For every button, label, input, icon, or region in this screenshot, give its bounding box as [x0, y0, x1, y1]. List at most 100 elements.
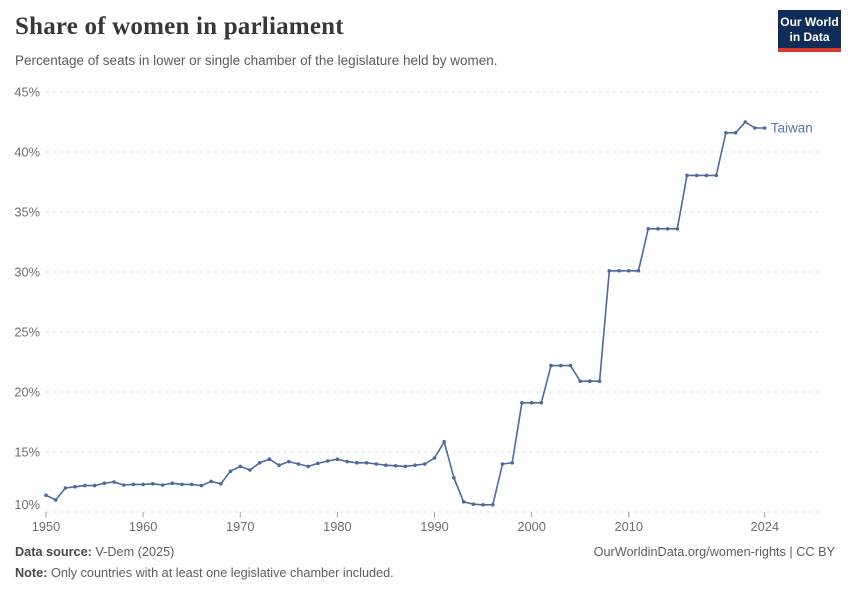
data-point	[121, 483, 126, 487]
series-label-taiwan: Taiwan	[771, 121, 813, 136]
data-point	[209, 479, 213, 484]
x-axis-tick-label: 1970	[226, 519, 254, 534]
data-point	[578, 379, 582, 384]
data-point	[102, 481, 107, 486]
data-point	[355, 461, 359, 465]
owid-logo-line2: in Data	[789, 29, 830, 44]
note-value: Only countries with at least one legisla…	[47, 566, 394, 580]
data-source-label: Data source:	[15, 545, 92, 559]
data-point	[733, 131, 738, 135]
chart-footer: Data source: V-Dem (2025) OurWorldinData…	[15, 545, 835, 580]
data-point	[238, 464, 243, 469]
data-point	[694, 173, 699, 178]
data-point	[529, 401, 534, 405]
data-point	[73, 485, 77, 489]
x-axis-tick-label: 2024	[750, 519, 778, 534]
data-point	[267, 457, 272, 462]
data-point	[704, 173, 709, 178]
data-point	[432, 456, 437, 460]
data-point	[500, 462, 505, 466]
data-point	[481, 503, 485, 507]
data-point	[714, 173, 718, 178]
data-point	[617, 269, 621, 273]
data-point	[403, 464, 408, 469]
data-source-text: Data source: V-Dem (2025)	[15, 545, 174, 559]
y-axis-tick-label: 30%	[14, 265, 40, 280]
data-point	[724, 131, 728, 135]
data-point	[627, 269, 631, 273]
data-point	[539, 401, 544, 405]
data-point	[287, 459, 291, 464]
data-point	[141, 482, 145, 487]
data-point	[753, 126, 757, 130]
data-point	[510, 461, 514, 465]
data-point	[364, 461, 369, 465]
data-point	[452, 476, 456, 480]
x-axis-tick-label: 1990	[420, 519, 448, 534]
data-point	[646, 227, 650, 231]
data-point	[413, 463, 417, 468]
data-point	[335, 457, 340, 462]
data-point	[151, 482, 155, 486]
data-point	[471, 502, 476, 507]
data-point	[607, 269, 612, 273]
data-point	[63, 486, 68, 490]
data-point	[559, 363, 563, 368]
data-point	[549, 363, 553, 368]
data-point	[44, 493, 48, 498]
data-point	[248, 468, 252, 472]
data-point	[384, 463, 388, 468]
data-point	[520, 401, 524, 405]
data-point	[461, 500, 466, 504]
data-point	[374, 462, 379, 466]
data-point	[306, 464, 311, 469]
owid-logo-line1: Our World	[780, 15, 839, 29]
y-axis-tick-label: 40%	[14, 145, 40, 160]
data-point	[675, 227, 680, 231]
data-point	[257, 461, 262, 465]
data-point	[393, 464, 398, 468]
note-label: Note:	[15, 566, 48, 580]
data-source-value: V-Dem (2025)	[91, 545, 175, 559]
data-point	[597, 379, 602, 384]
data-point	[53, 498, 58, 502]
data-point	[568, 363, 573, 368]
data-point	[296, 462, 301, 466]
data-point	[665, 227, 670, 231]
data-point	[131, 482, 136, 487]
data-point	[199, 483, 204, 488]
chart-subtitle: Percentage of seats in lower or single c…	[15, 53, 498, 68]
data-point	[219, 482, 223, 486]
x-axis-tick-label: 1980	[323, 519, 351, 534]
data-point	[743, 120, 748, 124]
data-point	[762, 126, 767, 130]
data-point	[112, 480, 116, 484]
page-title: Share of women in parliament	[15, 13, 344, 40]
data-point	[228, 469, 233, 474]
y-axis-tick-label: 10%	[14, 497, 40, 512]
x-axis-tick-label: 2010	[615, 519, 643, 534]
owid-logo: Our World in Data	[778, 10, 841, 52]
data-point	[656, 227, 660, 231]
data-point	[92, 483, 97, 488]
data-point	[160, 483, 165, 487]
data-point	[588, 379, 592, 384]
x-axis-tick-label: 2000	[517, 519, 545, 534]
data-line	[45, 121, 766, 506]
data-point	[325, 459, 330, 463]
data-point	[423, 462, 427, 466]
data-point	[277, 463, 281, 468]
data-point	[180, 482, 184, 487]
y-axis-tick-label: 15%	[14, 445, 40, 460]
data-point	[83, 483, 87, 488]
data-point	[345, 459, 349, 464]
note-text: Note: Only countries with at least one l…	[15, 566, 394, 580]
data-point	[170, 481, 175, 486]
data-point	[636, 269, 641, 273]
y-axis-tick-label: 20%	[14, 385, 40, 400]
y-axis-tick-label: 25%	[14, 325, 40, 340]
data-point	[491, 503, 495, 507]
citation-text: OurWorldinData.org/women-rights | CC BY	[593, 545, 835, 559]
data-point	[442, 440, 447, 444]
